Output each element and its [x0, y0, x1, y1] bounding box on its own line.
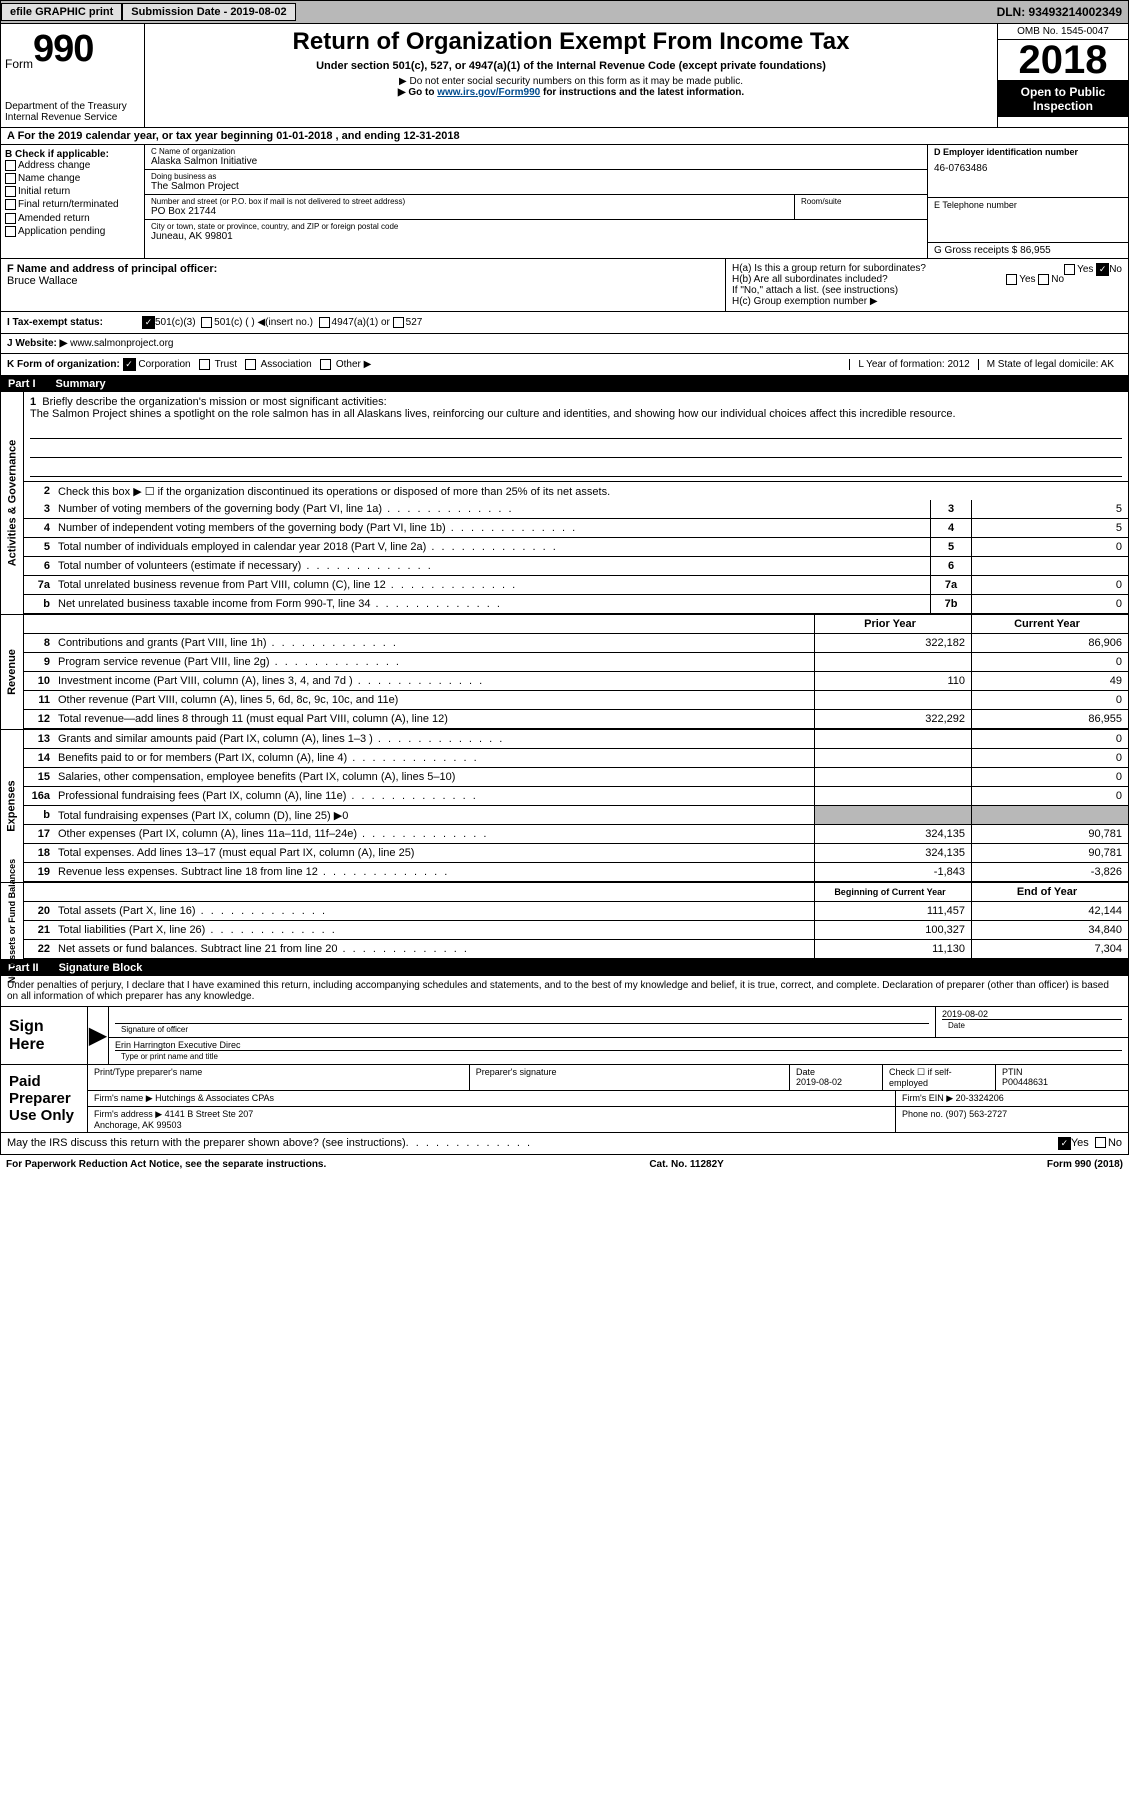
tax-year: 2018 [998, 40, 1128, 81]
signature-block: Under penalties of perjury, I declare th… [0, 976, 1129, 1155]
discuss-question: May the IRS discuss this return with the… [7, 1137, 406, 1150]
officer-signed-name: Erin Harrington Executive Direc [115, 1040, 1122, 1050]
dln-label: DLN: 93493214002349 [997, 5, 1128, 19]
signature-declaration: Under penalties of perjury, I declare th… [1, 976, 1128, 1006]
ein-label: D Employer identification number [934, 147, 1122, 157]
addr-value: PO Box 21744 [151, 206, 788, 217]
website-row: J Website: ▶ www.salmonproject.org [0, 334, 1129, 354]
ptin-value: P00448631 [1002, 1077, 1048, 1087]
kform-row: K Form of organization: ✓ Corporation Tr… [0, 354, 1129, 376]
part2-header: Part II Signature Block [0, 960, 1129, 976]
cb-final-return[interactable]: Final return/terminated [5, 199, 140, 210]
revenue-strip: Revenue [6, 649, 18, 695]
form-word: Form [5, 57, 33, 71]
section-b-title: B Check if applicable: [5, 149, 140, 160]
net-assets-section: Net Assets or Fund Balances Beginning of… [0, 883, 1129, 960]
footer-left: For Paperwork Reduction Act Notice, see … [6, 1159, 326, 1170]
paid-preparer-label: Paid Preparer Use Only [1, 1065, 88, 1132]
public-inspection: Open to Public Inspection [998, 81, 1128, 117]
firm-ein: 20-3324206 [956, 1093, 1004, 1103]
h-a: H(a) Is this a group return for subordin… [732, 263, 1122, 274]
firm-phone: (907) 563-2727 [946, 1109, 1008, 1119]
h-b-note: If "No," attach a list. (see instruction… [732, 285, 1122, 296]
firm-name: Hutchings & Associates CPAs [155, 1093, 274, 1103]
col-b-checkboxes: B Check if applicable: Address change Na… [1, 145, 145, 258]
dba-name: The Salmon Project [151, 181, 921, 192]
phone-label: E Telephone number [934, 200, 1122, 210]
cb-initial-return[interactable]: Initial return [5, 186, 140, 197]
page-footer: For Paperwork Reduction Act Notice, see … [0, 1155, 1129, 1174]
form-note-1: ▶ Do not enter social security numbers o… [151, 76, 991, 87]
tax-status-row: I Tax-exempt status: ✓ 501(c)(3) 501(c) … [0, 312, 1129, 334]
department-label: Department of the Treasury Internal Reve… [5, 101, 140, 123]
cb-address-change[interactable]: Address change [5, 160, 140, 171]
revenue-section: Revenue Prior YearCurrent Year 8Contribu… [0, 615, 1129, 730]
irs-link[interactable]: www.irs.gov/Form990 [437, 87, 540, 98]
city-label: City or town, state or province, country… [151, 222, 921, 231]
form-title: Return of Organization Exempt From Incom… [151, 28, 991, 56]
discuss-no[interactable] [1095, 1137, 1106, 1148]
efile-button[interactable]: efile GRAPHIC print [1, 3, 122, 21]
officer-name: Bruce Wallace [7, 275, 719, 287]
officer-label: F Name and address of principal officer: [7, 263, 719, 275]
sign-arrow-icon: ▶ [88, 1007, 109, 1064]
sign-here-label: Sign Here [1, 1007, 88, 1064]
footer-mid: Cat. No. 11282Y [649, 1159, 723, 1170]
expenses-section: Expenses 13Grants and similar amounts pa… [0, 730, 1129, 883]
col-c-org-info: C Name of organization Alaska Salmon Ini… [145, 145, 927, 258]
mission-block: 1 Briefly describe the organization's mi… [24, 392, 1128, 482]
part1-header: Part I Summary [0, 376, 1129, 392]
form-header: Form 990 Department of the Treasury Inte… [0, 24, 1129, 128]
col-d-ein: D Employer identification number 46-0763… [927, 145, 1128, 258]
cb-amended[interactable]: Amended return [5, 213, 140, 224]
org-name: Alaska Salmon Initiative [151, 156, 921, 167]
cb-application-pending[interactable]: Application pending [5, 226, 140, 237]
section-bcd: B Check if applicable: Address change Na… [0, 145, 1129, 258]
cb-501c3[interactable]: ✓ [142, 316, 155, 329]
cb-name-change[interactable]: Name change [5, 173, 140, 184]
discuss-yes[interactable]: ✓ [1058, 1137, 1071, 1150]
governance-section: Activities & Governance 1 Briefly descri… [0, 392, 1129, 615]
addr-label: Number and street (or P.O. box if mail i… [151, 197, 788, 206]
submission-date: Submission Date - 2019-08-02 [122, 3, 295, 21]
mission-text: The Salmon Project shines a spotlight on… [30, 408, 956, 420]
dba-label: Doing business as [151, 172, 921, 181]
h-b: H(b) Are all subordinates included? Yes … [732, 274, 1122, 285]
footer-right: Form 990 (2018) [1047, 1159, 1123, 1170]
org-name-label: C Name of organization [151, 147, 921, 156]
year-formation: L Year of formation: 2012 [849, 359, 977, 370]
section-fh: F Name and address of principal officer:… [0, 258, 1129, 312]
net-assets-strip: Net Assets or Fund Balances [7, 859, 17, 983]
form-number: 990 [33, 28, 93, 71]
ein-value: 46-0763486 [934, 163, 1122, 174]
gross-receipts: G Gross receipts $ 86,955 [934, 245, 1122, 256]
kform-label: K Form of organization: [7, 359, 120, 370]
form-note-2: ▶ Go to www.irs.gov/Form990 for instruct… [151, 87, 991, 98]
tax-status-label: I Tax-exempt status: [7, 317, 142, 328]
row-a-tax-year: A For the 2019 calendar year, or tax yea… [0, 128, 1129, 145]
expenses-strip: Expenses [6, 780, 18, 831]
state-domicile: M State of legal domicile: AK [978, 359, 1122, 370]
h-c: H(c) Group exemption number ▶ [732, 296, 1122, 307]
website-value: www.salmonproject.org [70, 338, 173, 349]
room-label: Room/suite [801, 197, 921, 206]
form-subtitle: Under section 501(c), 527, or 4947(a)(1)… [151, 60, 991, 72]
governance-strip: Activities & Governance [6, 440, 18, 567]
top-bar: efile GRAPHIC print Submission Date - 20… [0, 0, 1129, 24]
website-label: J Website: ▶ [7, 338, 67, 349]
city-value: Juneau, AK 99801 [151, 231, 921, 242]
